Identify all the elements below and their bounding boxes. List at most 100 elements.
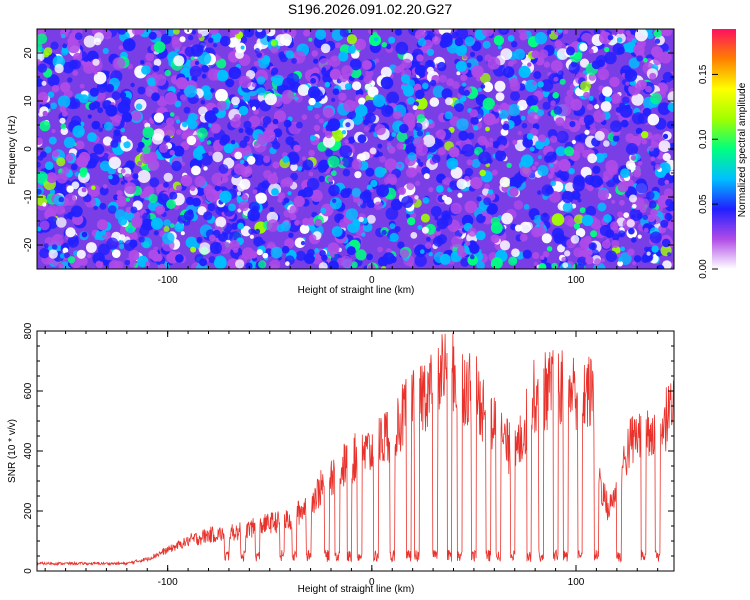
spectrogram-blob bbox=[272, 141, 281, 150]
spectrogram-blob bbox=[152, 128, 165, 141]
spectrogram-blob bbox=[574, 134, 582, 142]
spectrogram-blob bbox=[492, 104, 501, 113]
spectrogram-blob bbox=[120, 180, 125, 185]
spectrogram-blob bbox=[102, 136, 113, 146]
spectrogram-blob bbox=[647, 214, 656, 223]
spectrogram-blob bbox=[301, 156, 307, 161]
spectrogram-blob bbox=[48, 249, 58, 259]
spectrogram-blob bbox=[111, 91, 121, 100]
spectrogram-blob bbox=[377, 246, 383, 253]
colorbar-scale bbox=[712, 29, 736, 269]
spectrogram-blob bbox=[341, 130, 347, 135]
spectrogram-blob bbox=[251, 82, 257, 88]
spectrogram-blob bbox=[121, 112, 133, 123]
spectrogram-blob bbox=[143, 153, 152, 162]
spectrogram-blob bbox=[483, 113, 496, 126]
spectrogram-blob bbox=[463, 89, 470, 96]
spectrogram-blob bbox=[664, 212, 673, 221]
spectrogram-blob bbox=[636, 213, 643, 220]
spectrogram-blob bbox=[148, 31, 157, 40]
spectrogram-blob bbox=[43, 52, 49, 58]
spectrogram-blob bbox=[648, 145, 654, 152]
spectrogram-blob bbox=[51, 84, 60, 93]
spectrogram-blob bbox=[238, 128, 244, 134]
spectrogram-blob bbox=[310, 77, 316, 84]
spectrogram-blob bbox=[61, 34, 66, 39]
spectrogram-blob bbox=[437, 147, 446, 156]
spectrogram-blob bbox=[413, 122, 423, 132]
spectrogram-blob bbox=[620, 246, 625, 252]
spectrogram-blob bbox=[570, 235, 580, 244]
spectrogram-blob bbox=[314, 113, 320, 120]
spectrogram-blob bbox=[599, 225, 612, 237]
spectrogram-blob bbox=[338, 92, 347, 102]
spectrogram-blob bbox=[557, 70, 564, 77]
spectrogram-blob bbox=[37, 137, 43, 145]
spectrogram-blob bbox=[400, 84, 407, 91]
spectrogram-blob bbox=[272, 74, 284, 87]
spectrogram-blob bbox=[523, 204, 530, 210]
spectrogram-blob bbox=[152, 65, 160, 72]
spectrogram-blob bbox=[79, 94, 89, 104]
spectrogram-blob bbox=[131, 111, 142, 121]
spectrogram-blob bbox=[426, 48, 435, 56]
spectrogram-blob bbox=[555, 146, 566, 157]
spectrogram-blob bbox=[397, 241, 405, 249]
y-tick-label: 600 bbox=[23, 382, 34, 399]
spectrogram-blob bbox=[519, 233, 528, 242]
spectrogram-blob bbox=[52, 150, 60, 158]
spectrogram-blob bbox=[408, 262, 414, 268]
spectrogram-blob bbox=[511, 41, 518, 48]
spectrogram-blob bbox=[478, 151, 492, 165]
spectrogram-blob bbox=[209, 241, 222, 255]
spectrogram-blob bbox=[96, 219, 108, 231]
spectrogram-blob bbox=[386, 91, 400, 105]
spectrogram-blob bbox=[282, 77, 296, 91]
spectrogram-blob bbox=[308, 37, 313, 42]
spectrogram-blob bbox=[117, 29, 127, 35]
spectrogram-blob bbox=[407, 96, 415, 105]
spectrogram-blob bbox=[308, 86, 321, 99]
spectrogram-blob bbox=[93, 143, 105, 155]
spectrogram-blob bbox=[140, 60, 145, 65]
spectrogram-blob bbox=[330, 170, 337, 177]
spectrogram-blob bbox=[527, 111, 540, 124]
spectrogram-blob bbox=[456, 71, 461, 76]
spectrogram-blob bbox=[561, 118, 573, 130]
spectrogram-blob bbox=[118, 45, 124, 50]
spectrogram-blob bbox=[303, 29, 311, 37]
spectrogram-blob bbox=[258, 133, 263, 138]
y-tick-label: 0 bbox=[23, 568, 34, 574]
spectrogram-blob bbox=[283, 39, 291, 47]
spectrogram-blob bbox=[427, 66, 434, 74]
spectrogram-blob bbox=[76, 249, 86, 259]
spectrogram-blob bbox=[198, 51, 212, 65]
spectrogram-blob bbox=[113, 129, 121, 137]
spectrogram-blob bbox=[388, 176, 397, 186]
spectrogram-blob bbox=[153, 112, 164, 123]
spectrogram-blob bbox=[300, 240, 306, 246]
spectrogram-blob bbox=[412, 105, 418, 111]
spectrogram-blob bbox=[401, 196, 414, 208]
spectrogram-blob bbox=[347, 45, 356, 54]
spectrogram-blob bbox=[285, 136, 295, 146]
spectrogram-blob bbox=[587, 153, 598, 164]
spectrogram-blob bbox=[420, 249, 425, 254]
spectrogram-blob bbox=[414, 254, 427, 267]
spectrogram-blob bbox=[564, 182, 575, 193]
spectrogram-blob bbox=[43, 243, 49, 249]
spectrogram-blob bbox=[546, 30, 552, 35]
spectrogram-blob bbox=[562, 262, 569, 269]
y-tick-label: 800 bbox=[23, 322, 34, 339]
spectrogram-blob bbox=[597, 68, 610, 81]
spectrogram-blob bbox=[489, 137, 494, 142]
spectrogram-blob bbox=[450, 202, 462, 215]
spectrogram-blob bbox=[251, 106, 257, 111]
spectrogram-blob bbox=[149, 177, 160, 188]
spectrogram-blob bbox=[381, 229, 387, 236]
spectrogram-blob bbox=[455, 45, 467, 57]
spectrogram-blob bbox=[467, 227, 477, 237]
spectrogram-blob bbox=[246, 155, 256, 165]
spectrogram-blob bbox=[667, 91, 674, 103]
spectrogram-blob bbox=[607, 34, 614, 41]
